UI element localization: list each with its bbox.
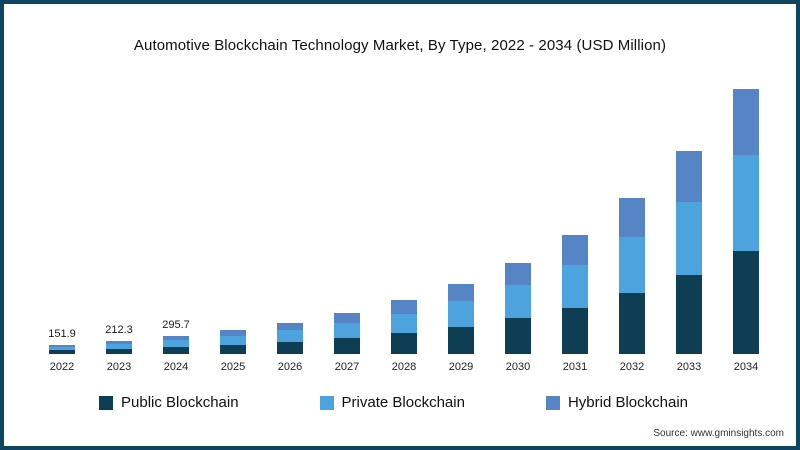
x-axis-label-2026: 2026 (277, 361, 303, 373)
x-axis-label-2033: 2033 (676, 361, 702, 373)
plot-area: 151.9 2022 212.3 2023 295.7 2024 2025 2026 2027 2… (46, 70, 762, 374)
bar-segment-private-2026[interactable] (277, 330, 303, 342)
bar-segment-private-2024[interactable] (163, 340, 189, 347)
legend-item-private-blockchain[interactable]: Private Blockchain (319, 394, 465, 411)
x-axis-label-2023: 2023 (106, 361, 132, 373)
x-axis-label-2028: 2028 (391, 361, 417, 373)
bar-segment-hybrid-2023[interactable] (106, 340, 132, 345)
bar-segment-private-2029[interactable] (448, 301, 474, 327)
bar-segment-private-2032[interactable] (619, 237, 645, 294)
bar-group-2022: 151.9 2022 (46, 328, 78, 374)
bar-segment-hybrid-2026[interactable] (277, 322, 303, 331)
bar-segment-public-2033[interactable] (676, 274, 702, 354)
bar-segment-private-2033[interactable] (676, 201, 702, 275)
bar-segment-public-2029[interactable] (448, 326, 474, 354)
bar-segment-hybrid-2033[interactable] (676, 150, 702, 202)
x-axis-label-2029: 2029 (448, 361, 474, 373)
x-axis-label-2031: 2031 (562, 361, 588, 373)
bar-segment-public-2026[interactable] (277, 341, 303, 354)
bar-group-2024: 295.7 2024 (160, 319, 192, 374)
value-label-2022: 151.9 (48, 327, 76, 340)
bar-group-2027: 2027 (331, 312, 363, 374)
legend: Public Blockchain Private Blockchain Hybri… (99, 394, 688, 411)
legend-label-public: Public Blockchain (121, 394, 239, 411)
bar-segment-private-2022[interactable] (49, 346, 75, 351)
bar-segment-public-2027[interactable] (334, 337, 360, 354)
legend-label-private: Private Blockchain (341, 394, 465, 411)
bar-segment-private-2034[interactable] (733, 155, 759, 251)
bar-group-2031: 2031 (559, 234, 591, 374)
bar-segment-public-2023[interactable] (106, 348, 132, 354)
bar-segment-private-2028[interactable] (391, 313, 417, 334)
bar-group-2028: 2028 (388, 300, 420, 374)
legend-swatch-public (99, 395, 113, 410)
chart-title: Automotive Blockchain Technology Market,… (133, 37, 667, 54)
x-axis-label-2022: 2022 (49, 361, 75, 373)
x-axis-label-2024: 2024 (163, 361, 189, 373)
bar-segment-hybrid-2027[interactable] (334, 312, 360, 324)
legend-swatch-private (319, 395, 334, 410)
bar-segment-hybrid-2022[interactable] (49, 344, 75, 347)
bar-segment-public-2025[interactable] (220, 344, 246, 354)
bar-segment-private-2031[interactable] (562, 264, 588, 308)
bar-segment-hybrid-2030[interactable] (505, 262, 531, 286)
bar-segment-public-2030[interactable] (505, 318, 531, 354)
bar-segment-hybrid-2034[interactable] (733, 89, 759, 156)
bar-group-2034: 2034 (730, 89, 762, 374)
bar-group-2026: 2026 (274, 322, 306, 374)
bar-segment-public-2024[interactable] (163, 346, 189, 354)
bar-segment-public-2034[interactable] (733, 250, 759, 354)
bar-segment-public-2028[interactable] (391, 333, 417, 354)
bar-segment-hybrid-2029[interactable] (448, 283, 474, 302)
bar-segment-public-2022[interactable] (49, 350, 75, 354)
legend-item-public-blockchain[interactable]: Public Blockchain (99, 394, 239, 411)
bar-segment-hybrid-2025[interactable] (220, 329, 246, 336)
bar-group-2025: 2025 (217, 329, 249, 374)
value-label-2023: 212.3 (105, 323, 133, 336)
x-axis-label-2027: 2027 (334, 361, 360, 373)
bar-segment-private-2030[interactable] (505, 285, 531, 319)
bar-segment-hybrid-2024[interactable] (163, 335, 189, 341)
bar-segment-hybrid-2031[interactable] (562, 234, 588, 265)
value-label-2024: 295.7 (162, 318, 190, 331)
bar-segment-public-2031[interactable] (562, 307, 588, 354)
bar-segment-private-2025[interactable] (220, 335, 246, 345)
bar-group-2033: 2033 (673, 150, 705, 374)
legend-item-hybrid-blockchain[interactable]: Hybrid Blockchain (545, 394, 688, 411)
x-axis-label-2032: 2032 (619, 361, 645, 373)
source-attribution: Source: www.gminsights.com (653, 428, 784, 439)
bar-group-2030: 2030 (502, 262, 534, 374)
bar-segment-private-2023[interactable] (106, 344, 132, 349)
bar-segment-hybrid-2028[interactable] (391, 300, 417, 314)
x-axis-label-2030: 2030 (505, 361, 531, 373)
legend-swatch-hybrid (545, 395, 560, 410)
bar-group-2032: 2032 (616, 198, 648, 374)
bar-segment-private-2027[interactable] (334, 323, 360, 338)
x-axis-label-2025: 2025 (220, 361, 246, 373)
bar-segment-public-2032[interactable] (619, 293, 645, 354)
bar-segment-hybrid-2032[interactable] (619, 198, 645, 238)
x-axis-label-2034: 2034 (733, 361, 759, 373)
bar-group-2023: 212.3 2023 (103, 324, 135, 374)
bar-group-2029: 2029 (445, 283, 477, 374)
legend-label-hybrid: Hybrid Blockchain (567, 394, 688, 411)
